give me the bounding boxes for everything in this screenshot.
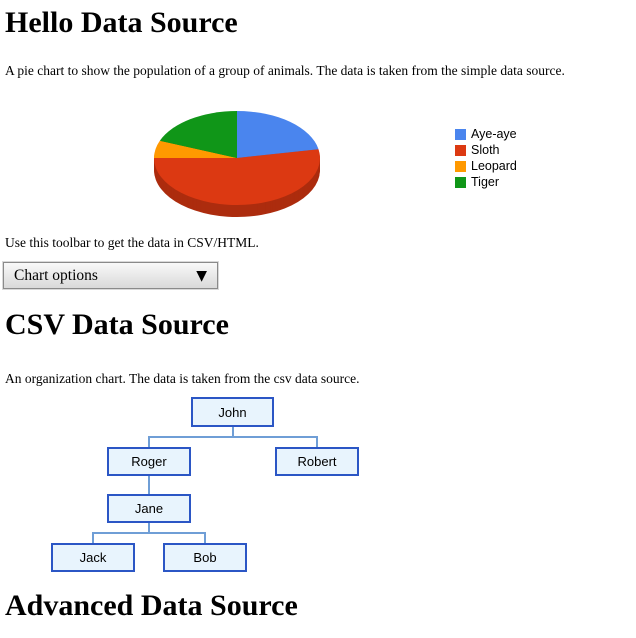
hello-section-description: A pie chart to show the population of a … <box>5 63 565 78</box>
legend-item: Tiger <box>455 174 517 190</box>
org-connector <box>204 533 206 543</box>
org-node-john[interactable]: John <box>191 397 274 427</box>
org-node-bob[interactable]: Bob <box>163 543 247 572</box>
dropdown-arrow-icon: ▼ <box>196 267 207 284</box>
advanced-section-title: Advanced Data Source <box>5 589 298 622</box>
legend-item: Aye-aye <box>455 126 517 142</box>
org-connector <box>148 523 150 533</box>
pie-slice-sloth[interactable] <box>154 149 320 206</box>
pie-slice-aye-aye[interactable] <box>237 111 319 158</box>
toolbar-hint: Use this toolbar to get the data in CSV/… <box>5 235 259 250</box>
legend-swatch <box>455 128 466 140</box>
org-connector <box>316 437 318 447</box>
org-connector <box>92 533 94 543</box>
legend-swatch <box>455 176 466 188</box>
org-node-jane[interactable]: Jane <box>107 494 191 523</box>
legend-item: Leopard <box>455 158 517 174</box>
legend-label: Tiger <box>471 175 500 189</box>
legend-swatch <box>455 144 466 156</box>
legend-swatch <box>455 160 466 172</box>
pie-slice-leopard[interactable] <box>154 140 237 158</box>
pie-chart[interactable] <box>150 102 330 234</box>
org-connector <box>148 437 150 447</box>
chart-options-label: Chart options <box>14 266 98 284</box>
legend-item: Sloth <box>455 142 517 158</box>
org-node-jack[interactable]: Jack <box>51 543 135 572</box>
legend-label: Leopard <box>471 159 517 173</box>
org-connector <box>148 436 318 438</box>
legend-label: Aye-aye <box>471 127 517 141</box>
chart-options-dropdown[interactable]: Chart options ▼ <box>2 261 219 290</box>
org-node-robert[interactable]: Robert <box>275 447 359 476</box>
org-connector <box>232 427 234 437</box>
pie-slice-tiger[interactable] <box>159 111 237 158</box>
csv-section-title: CSV Data Source <box>5 308 229 341</box>
org-connector <box>148 476 150 494</box>
pie-legend: Aye-aye Sloth Leopard Tiger <box>455 126 517 190</box>
org-connector <box>92 532 206 534</box>
legend-label: Sloth <box>471 143 500 157</box>
org-node-roger[interactable]: Roger <box>107 447 191 476</box>
hello-section-title: Hello Data Source <box>5 6 238 39</box>
csv-section-description: An organization chart. The data is taken… <box>5 371 360 386</box>
